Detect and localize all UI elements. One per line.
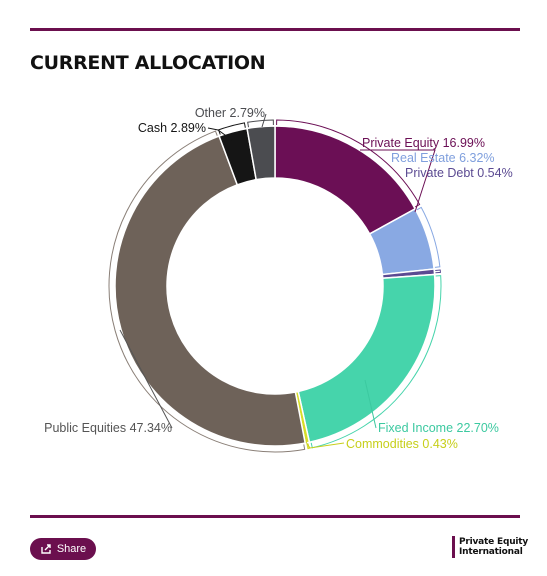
leader-line-other (261, 113, 267, 128)
slice-public-equities[interactable] (114, 135, 307, 447)
logo-line-2: International (459, 547, 523, 557)
data-label-commodities: Commodities 0.43% (346, 437, 458, 451)
bottom-rule (30, 515, 520, 518)
bracket-commodities (306, 443, 310, 450)
bracket-fixed-income (310, 275, 442, 449)
bracket-private-equity (276, 119, 421, 208)
data-label-private-equity: Private Equity 16.99% (362, 136, 485, 150)
share-button[interactable]: Share (30, 538, 96, 560)
bracket-public-equities (108, 130, 306, 453)
logo-line-1: Private Equity (459, 537, 529, 547)
leader-line-commodities (305, 441, 345, 449)
data-label-fixed-income: Fixed Income 22.70% (378, 421, 499, 435)
data-label-private-debt: Private Debt 0.54% (405, 166, 513, 180)
bracket-other (247, 119, 274, 128)
page-title: CURRENT ALLOCATION (30, 52, 266, 74)
bracket-real-estate (416, 206, 441, 268)
data-label-public-equities: Public Equities 47.34% (44, 421, 172, 435)
leader-line-cash (207, 127, 233, 141)
share-label: Share (56, 543, 87, 555)
leader-line-public-equities (119, 329, 173, 429)
bracket-private-debt (435, 269, 441, 274)
data-label-real-estate: Real Estate 6.32% (391, 151, 495, 165)
brand-logo: Private Equity International (452, 536, 528, 558)
leader-line-private-equity (360, 149, 436, 213)
leader-line-fixed-income (364, 379, 377, 429)
top-rule (30, 28, 520, 31)
donut-chart: Private Equity 16.99%Real Estate 6.32%Pr… (44, 106, 513, 453)
slice-other[interactable] (246, 125, 276, 181)
share-icon (41, 544, 51, 554)
slice-fixed-income[interactable] (297, 273, 436, 444)
data-label-other: Other 2.79% (195, 106, 265, 120)
data-label-cash: Cash 2.89% (138, 121, 206, 135)
